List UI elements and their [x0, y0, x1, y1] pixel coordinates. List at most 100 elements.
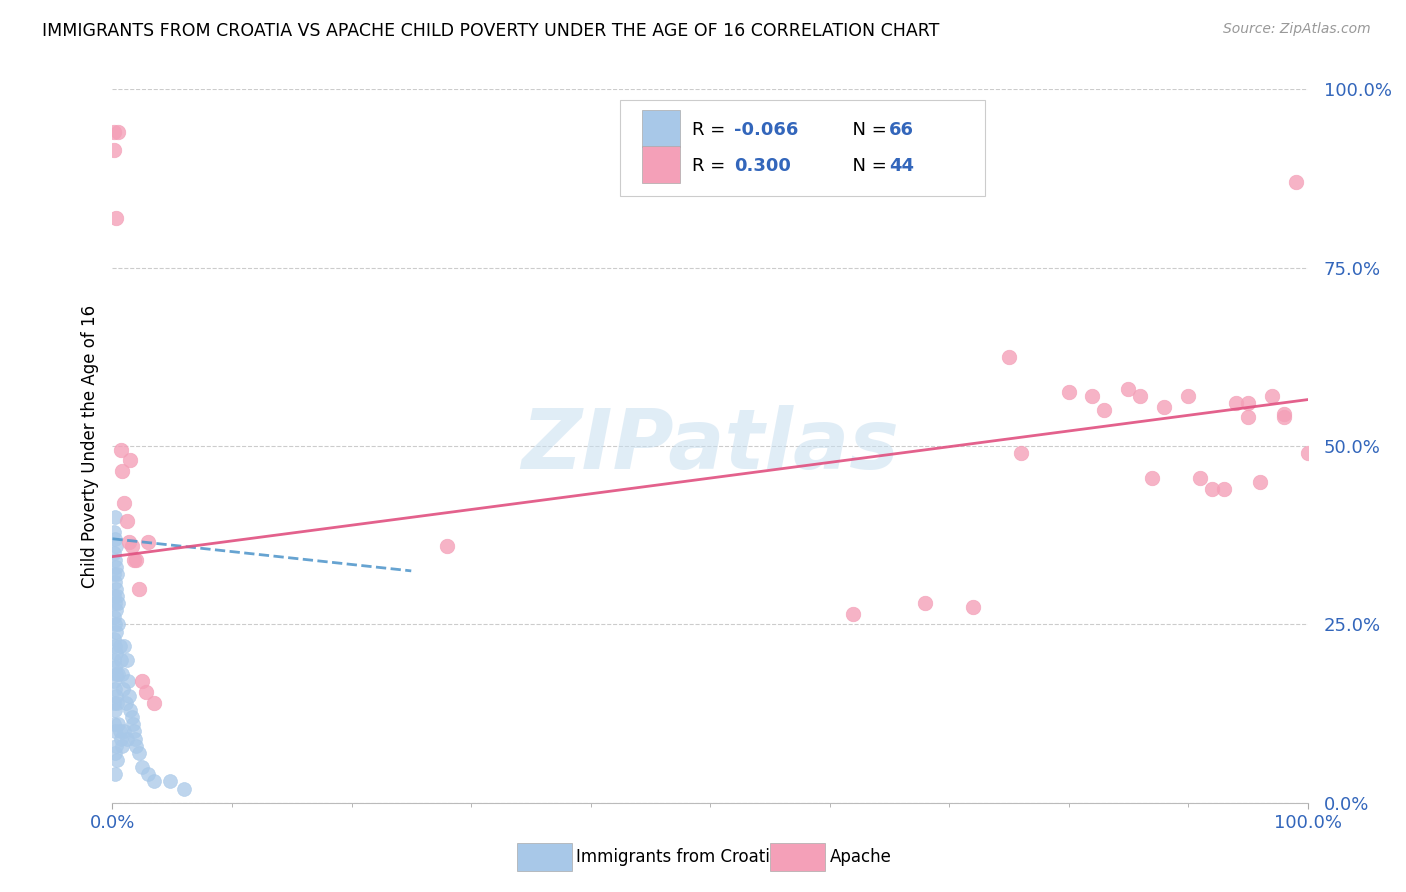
Point	[120, 453, 142, 467]
Point	[105, 211, 128, 225]
Point	[121, 717, 143, 731]
FancyBboxPatch shape	[643, 110, 681, 147]
Point	[1189, 471, 1212, 485]
Point	[135, 685, 157, 699]
Point	[104, 574, 127, 589]
Point	[138, 767, 160, 781]
Point	[105, 567, 128, 582]
Point	[103, 632, 125, 646]
Point	[105, 739, 128, 753]
Point	[1272, 410, 1295, 425]
Point	[138, 535, 160, 549]
Point	[1129, 389, 1152, 403]
Point	[103, 589, 125, 603]
Point	[131, 760, 153, 774]
Point	[105, 582, 128, 596]
Point	[114, 496, 135, 510]
Point	[173, 781, 195, 796]
Point	[103, 567, 125, 582]
Point	[121, 539, 143, 553]
Point	[105, 696, 128, 710]
Point	[114, 639, 135, 653]
Point	[110, 731, 132, 746]
Point	[1260, 389, 1282, 403]
Point	[1057, 385, 1080, 400]
Point	[104, 639, 127, 653]
Text: Apache: Apache	[830, 848, 891, 866]
Point	[118, 689, 141, 703]
Text: N =: N =	[841, 121, 893, 139]
Point	[436, 539, 458, 553]
Point	[104, 746, 127, 760]
Text: 44: 44	[889, 157, 914, 175]
Point	[131, 674, 153, 689]
Point	[143, 696, 166, 710]
Point	[104, 510, 127, 524]
Point	[842, 607, 865, 621]
Point	[115, 514, 138, 528]
Text: ZIPatlas: ZIPatlas	[522, 406, 898, 486]
Point	[1116, 382, 1139, 396]
Point	[104, 617, 127, 632]
Point	[1081, 389, 1104, 403]
Point	[105, 689, 128, 703]
Point	[103, 653, 125, 667]
Y-axis label: Child Poverty Under the Age of 16: Child Poverty Under the Age of 16	[80, 304, 98, 588]
Point	[159, 774, 181, 789]
Point	[962, 599, 984, 614]
Point	[125, 553, 148, 567]
Point	[103, 524, 125, 539]
Text: 66: 66	[889, 121, 914, 139]
Point	[104, 532, 127, 546]
Point	[1237, 410, 1260, 425]
Point	[125, 739, 148, 753]
Point	[1272, 407, 1295, 421]
Point	[1140, 471, 1163, 485]
Point	[105, 624, 128, 639]
Point	[118, 535, 141, 549]
Point	[111, 739, 134, 753]
Text: N =: N =	[841, 157, 893, 175]
Point	[105, 667, 128, 681]
Point	[1010, 446, 1032, 460]
Point	[115, 731, 138, 746]
Point	[112, 681, 135, 696]
Point	[105, 603, 128, 617]
Text: R =: R =	[692, 157, 737, 175]
Point	[105, 560, 128, 574]
Point	[110, 653, 132, 667]
Point	[104, 724, 127, 739]
Point	[1285, 175, 1308, 189]
Point	[1296, 446, 1319, 460]
Point	[105, 753, 128, 767]
Point	[998, 350, 1021, 364]
Text: 0.300: 0.300	[734, 157, 790, 175]
Point	[117, 674, 139, 689]
Point	[104, 681, 127, 696]
Point	[104, 553, 127, 567]
Text: -0.066: -0.066	[734, 121, 799, 139]
Point	[1237, 396, 1260, 410]
Point	[1092, 403, 1115, 417]
Point	[105, 646, 128, 660]
Point	[107, 717, 129, 731]
Point	[108, 639, 131, 653]
Point	[103, 610, 125, 624]
Point	[114, 696, 136, 710]
Point	[107, 617, 129, 632]
Point	[1201, 482, 1223, 496]
Point	[105, 589, 128, 603]
Point	[107, 125, 129, 139]
Point	[110, 442, 132, 457]
Point	[1225, 396, 1247, 410]
Point	[122, 724, 145, 739]
Point	[104, 660, 127, 674]
Point	[122, 553, 145, 567]
Point	[128, 746, 150, 760]
Point	[103, 696, 125, 710]
Point	[103, 125, 125, 139]
Point	[103, 546, 125, 560]
Text: Immigrants from Croatia: Immigrants from Croatia	[576, 848, 780, 866]
Point	[108, 724, 131, 739]
Point	[128, 582, 150, 596]
